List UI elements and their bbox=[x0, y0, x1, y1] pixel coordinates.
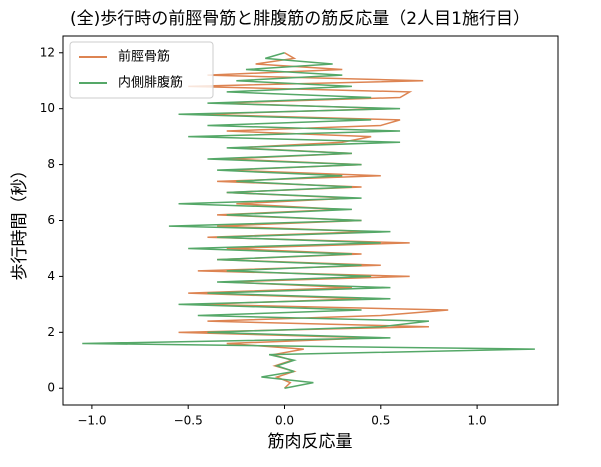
chart-title: (全)歩行時の前脛骨筋と腓腹筋の筋反応量（2人目1施行目） bbox=[70, 9, 530, 29]
x-tick-label: 0.0 bbox=[275, 414, 294, 428]
y-tick-label: 6 bbox=[47, 213, 55, 227]
y-tick-label: 4 bbox=[47, 269, 55, 283]
y-tick-label: 12 bbox=[40, 45, 55, 59]
y-axis-label: 歩行時間（秒） bbox=[10, 162, 30, 281]
x-tick-label: −1.0 bbox=[77, 414, 106, 428]
legend-label: 前脛骨筋 bbox=[118, 49, 170, 65]
y-tick-label: 10 bbox=[40, 101, 55, 115]
x-tick-label: −0.5 bbox=[174, 414, 203, 428]
legend-label: 内側腓腹筋 bbox=[118, 75, 183, 91]
y-tick-label: 2 bbox=[47, 325, 55, 339]
x-tick-label: 0.5 bbox=[371, 414, 390, 428]
plot-area bbox=[82, 52, 535, 389]
y-tick-label: 8 bbox=[47, 157, 55, 171]
series-line bbox=[82, 52, 535, 389]
x-tick-label: 1.0 bbox=[468, 414, 487, 428]
y-tick-label: 0 bbox=[47, 381, 55, 395]
x-axis-label: 筋肉反応量 bbox=[268, 432, 353, 452]
